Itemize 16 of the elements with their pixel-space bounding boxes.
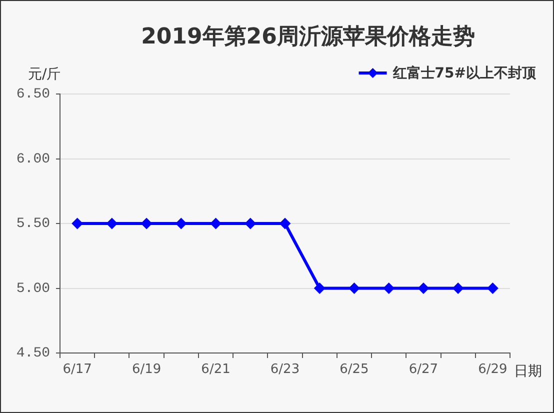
x-tick-label: 6/27	[408, 362, 438, 378]
x-tick-label: 6/23	[270, 362, 300, 378]
chart-title: 2019年第26周沂源苹果价格走势	[141, 24, 475, 50]
x-tick-label: 6/19	[132, 362, 162, 378]
x-tick-label: 6/17	[62, 362, 92, 378]
y-tick-label: 5.00	[16, 280, 50, 297]
x-tick-label: 6/21	[201, 362, 230, 378]
x-axis-title: 日期	[514, 364, 542, 380]
x-tick-label: 6/25	[340, 362, 369, 378]
y-tick-label: 6.00	[16, 151, 50, 168]
y-axis-title: 元/斤	[28, 66, 61, 83]
y-tick-label: 6.50	[16, 86, 50, 103]
x-tick-label: 6/29	[478, 362, 508, 378]
y-tick-label: 5.50	[16, 216, 50, 232]
legend-label: 红富士75#以上不封顶	[392, 64, 537, 82]
y-tick-label: 4.50	[16, 346, 50, 362]
